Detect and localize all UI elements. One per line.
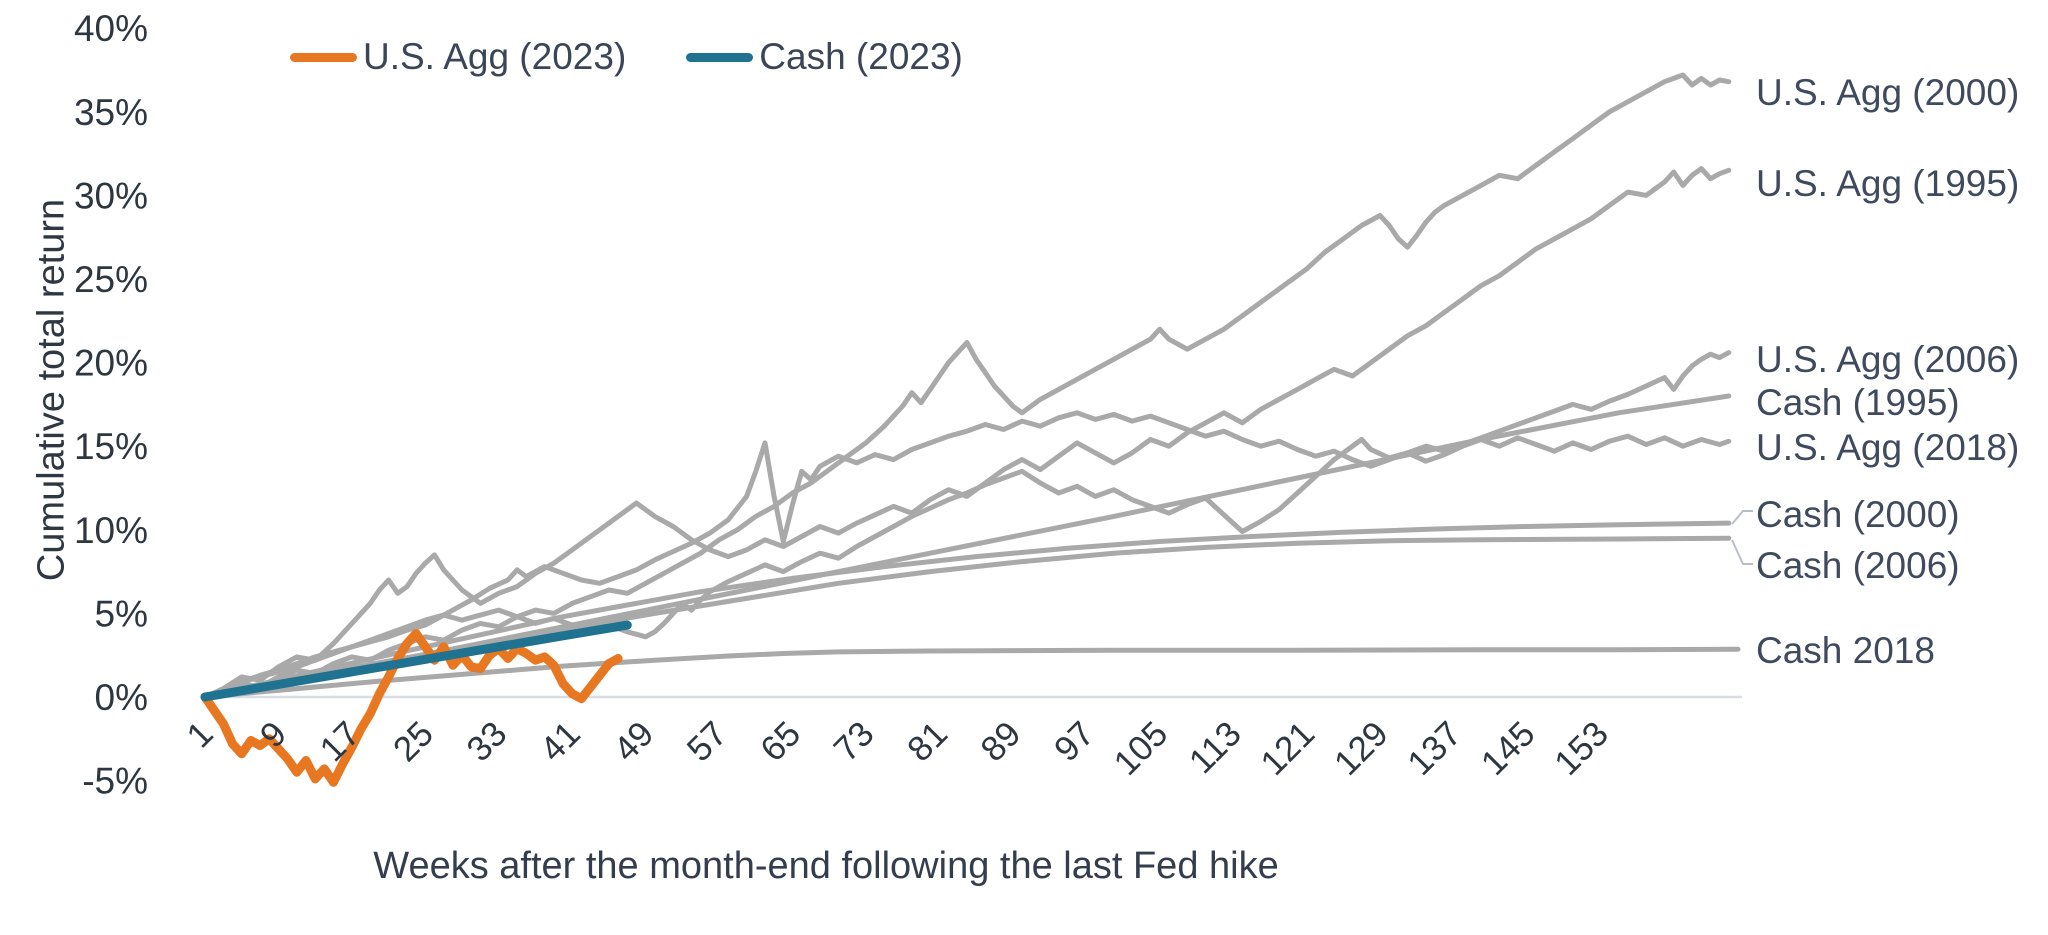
x-axis-title: Weeks after the month-end following the … <box>373 845 1279 887</box>
legend-line-swatch <box>290 52 357 62</box>
x-tick-label: 121 <box>1253 714 1322 783</box>
chart-legend: U.S. Agg (2023) Cash (2023) <box>290 33 1023 81</box>
label-leader-line <box>1731 510 1753 525</box>
x-tick-label: 145 <box>1474 714 1543 783</box>
y-tick-label: 20% <box>74 343 148 384</box>
x-tick-label: 41 <box>533 714 588 769</box>
y-tick-label: 10% <box>74 510 148 551</box>
x-tick-label: 89 <box>973 714 1028 769</box>
y-tick-label: 30% <box>74 175 148 216</box>
x-tick-label: 81 <box>900 714 955 769</box>
y-tick-label: 40% <box>74 8 148 49</box>
series-line-cash-2000- <box>202 520 1732 700</box>
series-line-u-s-agg-2018- <box>202 410 1732 700</box>
y-tick-label: 25% <box>74 259 148 300</box>
legend-item-0: U.S. Agg (2023) <box>290 36 626 78</box>
legend-label: U.S. Agg (2023) <box>363 36 627 77</box>
x-tick-label: 25 <box>386 714 441 769</box>
x-tick-label: 49 <box>606 714 661 769</box>
x-tick-label: 113 <box>1182 714 1249 781</box>
x-tick-label: 97 <box>1047 714 1102 769</box>
series-line-u-s-agg-2023- <box>200 629 623 787</box>
label-leader-line <box>1731 539 1753 565</box>
series-line-u-s-agg-2000- <box>202 72 1732 700</box>
x-tick-label: 129 <box>1327 714 1396 783</box>
x-tick-label: 105 <box>1106 714 1175 783</box>
legend-line-swatch <box>686 52 754 62</box>
legend-item-1: Cash (2023) <box>686 36 963 78</box>
y-tick-label: 15% <box>74 426 148 467</box>
x-tick-label: 137 <box>1400 714 1469 783</box>
x-tick-label: 33 <box>459 714 514 769</box>
series-line-u-s-agg-1995- <box>202 166 1732 700</box>
x-tick-label: 1 <box>179 714 220 755</box>
x-tick-label: 65 <box>753 714 808 769</box>
x-tick-label: 17 <box>312 714 367 769</box>
y-tick-label: -5% <box>82 761 148 802</box>
y-tick-label: 35% <box>74 92 148 133</box>
x-tick-label: 73 <box>826 714 881 769</box>
legend-label: Cash (2023) <box>759 36 963 77</box>
x-tick-label: 57 <box>680 714 735 769</box>
x-tick-label: 153 <box>1547 714 1616 783</box>
y-axis-title: Cumulative total return <box>30 198 73 582</box>
y-tick-label: 5% <box>95 593 148 634</box>
y-tick-label: 0% <box>95 677 148 718</box>
series-line-cash-2023- <box>200 620 632 702</box>
series-line-cash-2018 <box>202 646 1741 700</box>
